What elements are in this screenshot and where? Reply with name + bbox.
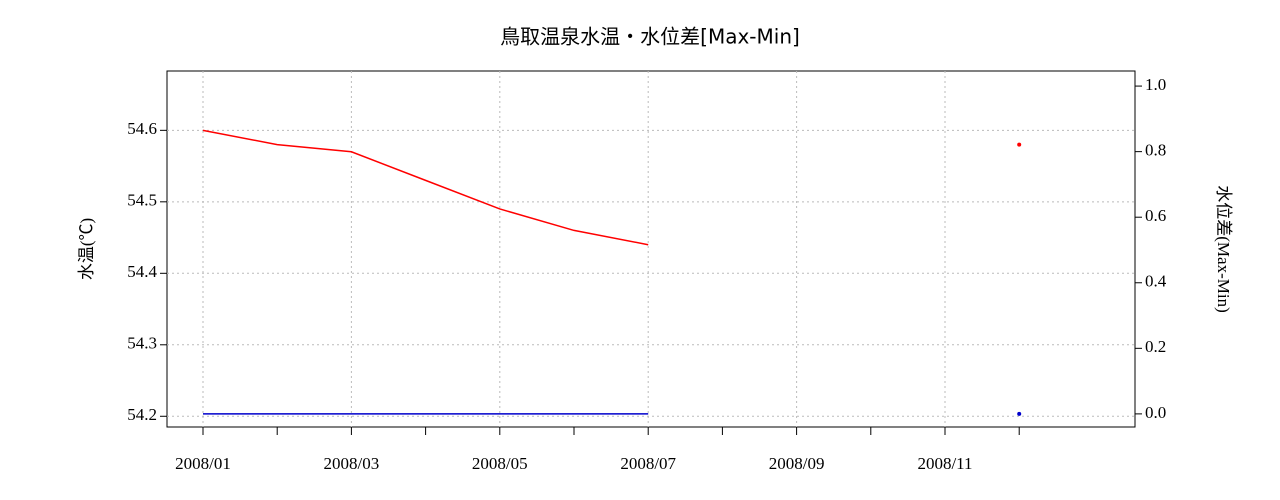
y2-tick-label: 0.6	[1145, 206, 1166, 225]
y-tick-label: 54.4	[127, 262, 157, 281]
y2-tick-label: 0.4	[1145, 272, 1167, 291]
series-line	[203, 130, 1019, 244]
x-tick-label: 2008/05	[472, 454, 528, 473]
series-point	[1017, 411, 1022, 416]
y2-axis-label: 水位差(Max-Min)	[1214, 185, 1233, 312]
y2-tick-label: 0.8	[1145, 141, 1166, 160]
x-tick-label: 2008/07	[620, 454, 676, 473]
chart-title: 鳥取温泉水温・水位差[Max-Min]	[500, 25, 800, 49]
y-tick-label: 54.3	[127, 334, 157, 353]
plot-frame	[166, 70, 1136, 428]
y2-tick-label: 0.0	[1145, 403, 1166, 422]
x-tick-label: 2008/11	[917, 454, 972, 473]
x-tick-label: 2008/01	[175, 454, 231, 473]
y2-tick-label: 0.2	[1145, 337, 1166, 356]
y-tick-label: 54.5	[127, 191, 157, 210]
series-point	[1017, 142, 1022, 147]
y-axis-label: 水温(℃)	[77, 218, 96, 280]
x-tick-label: 2008/03	[324, 454, 380, 473]
y-tick-label: 54.2	[127, 405, 157, 424]
x-tick-label: 2008/09	[769, 454, 825, 473]
y2-tick-label: 1.0	[1145, 75, 1166, 94]
y-tick-label: 54.6	[127, 119, 157, 138]
